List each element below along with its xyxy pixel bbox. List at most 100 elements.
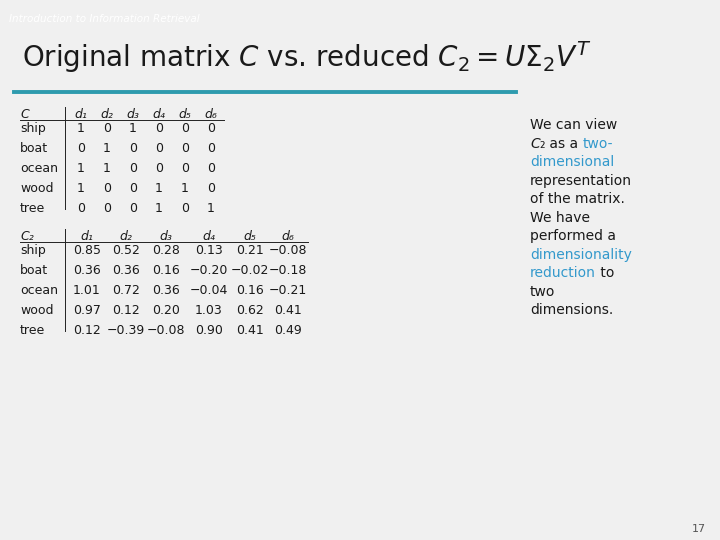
Text: 0: 0 [181, 162, 189, 175]
Text: 0.36: 0.36 [73, 264, 101, 277]
Text: 0.13: 0.13 [195, 244, 223, 257]
Text: 0: 0 [207, 142, 215, 155]
Text: d₃: d₃ [127, 108, 140, 121]
Text: 0.12: 0.12 [73, 324, 101, 337]
Text: Original matrix $\mathit{C}$ vs. reduced $\mathit{C}_2 = \mathit{U\Sigma}_2\math: Original matrix $\mathit{C}$ vs. reduced… [22, 39, 592, 75]
Text: 0: 0 [129, 142, 137, 155]
Text: two: two [530, 285, 555, 299]
Text: d₂: d₂ [101, 108, 114, 121]
Text: 0.72: 0.72 [112, 284, 140, 297]
Text: We can view: We can view [530, 118, 617, 132]
Text: ocean: ocean [20, 162, 58, 175]
Text: 0: 0 [129, 202, 137, 215]
Text: dimensionality: dimensionality [530, 247, 632, 261]
Text: −0.08: −0.08 [269, 244, 307, 257]
Text: 0: 0 [155, 162, 163, 175]
Text: 0: 0 [181, 122, 189, 135]
Text: ship: ship [20, 122, 46, 135]
Text: tree: tree [20, 324, 45, 337]
Text: 0: 0 [103, 202, 111, 215]
Text: −0.04: −0.04 [190, 284, 228, 297]
Text: 0: 0 [155, 122, 163, 135]
Text: d₅: d₅ [179, 108, 192, 121]
Text: 1: 1 [181, 182, 189, 195]
Text: −0.20: −0.20 [190, 264, 228, 277]
Text: 0.97: 0.97 [73, 304, 101, 317]
Text: 1: 1 [129, 122, 137, 135]
Text: d₆: d₆ [282, 230, 294, 243]
Text: 0: 0 [181, 142, 189, 155]
Text: 0.36: 0.36 [112, 264, 140, 277]
Text: d₆: d₆ [204, 108, 217, 121]
Text: two-: two- [582, 137, 613, 151]
Text: 0: 0 [129, 162, 137, 175]
Text: 0: 0 [181, 202, 189, 215]
Text: 0.28: 0.28 [152, 244, 180, 257]
Text: 17: 17 [692, 524, 706, 534]
Text: wood: wood [20, 182, 53, 195]
Text: 0: 0 [207, 122, 215, 135]
Text: ship: ship [20, 244, 46, 257]
Text: 0.36: 0.36 [152, 284, 180, 297]
Text: We have: We have [530, 211, 590, 225]
Text: d₁: d₁ [75, 108, 87, 121]
Text: 0: 0 [129, 182, 137, 195]
Text: d₂: d₂ [120, 230, 132, 243]
Text: 0: 0 [155, 142, 163, 155]
Text: 0.20: 0.20 [152, 304, 180, 317]
Text: wood: wood [20, 304, 53, 317]
Text: 0: 0 [77, 202, 85, 215]
Text: boat: boat [20, 264, 48, 277]
Text: 1: 1 [155, 202, 163, 215]
Text: to: to [596, 266, 614, 280]
Text: as a: as a [545, 137, 582, 151]
Text: 1: 1 [103, 162, 111, 175]
Text: C: C [20, 108, 29, 121]
Text: of the matrix.: of the matrix. [530, 192, 625, 206]
Text: dimensional: dimensional [530, 155, 614, 169]
Text: ₂: ₂ [540, 137, 545, 151]
Text: 0.41: 0.41 [236, 324, 264, 337]
Text: d₄: d₄ [153, 108, 166, 121]
Text: 0: 0 [103, 182, 111, 195]
Text: 0.49: 0.49 [274, 324, 302, 337]
Text: d₅: d₅ [243, 230, 256, 243]
Text: 0.12: 0.12 [112, 304, 140, 317]
Text: −0.39: −0.39 [107, 324, 145, 337]
Text: −0.18: −0.18 [269, 264, 307, 277]
Text: d₄: d₄ [202, 230, 215, 243]
Text: C: C [530, 137, 540, 151]
Text: 0.52: 0.52 [112, 244, 140, 257]
Text: 0.90: 0.90 [195, 324, 223, 337]
Text: 0.21: 0.21 [236, 244, 264, 257]
Text: 0.16: 0.16 [152, 264, 180, 277]
Text: reduction: reduction [530, 266, 596, 280]
Text: d₃: d₃ [160, 230, 172, 243]
Text: −0.21: −0.21 [269, 284, 307, 297]
Text: 1: 1 [77, 162, 85, 175]
Text: d₁: d₁ [81, 230, 94, 243]
Text: 0: 0 [77, 142, 85, 155]
Text: 1: 1 [103, 142, 111, 155]
Text: 0.85: 0.85 [73, 244, 101, 257]
Text: 0.62: 0.62 [236, 304, 264, 317]
Text: tree: tree [20, 202, 45, 215]
Text: performed a: performed a [530, 229, 616, 243]
Text: 1: 1 [77, 122, 85, 135]
Text: Introduction to Information Retrieval: Introduction to Information Retrieval [9, 14, 199, 24]
Text: ocean: ocean [20, 284, 58, 297]
Text: boat: boat [20, 142, 48, 155]
Text: 1: 1 [155, 182, 163, 195]
Text: 0: 0 [103, 122, 111, 135]
Text: 0: 0 [207, 162, 215, 175]
Text: 0.41: 0.41 [274, 304, 302, 317]
Text: 1.01: 1.01 [73, 284, 101, 297]
Text: 0: 0 [207, 182, 215, 195]
Text: 1.03: 1.03 [195, 304, 223, 317]
Text: 1: 1 [207, 202, 215, 215]
Text: −0.08: −0.08 [147, 324, 185, 337]
Text: C₂: C₂ [20, 230, 34, 243]
Text: 1: 1 [77, 182, 85, 195]
Text: 0.16: 0.16 [236, 284, 264, 297]
Text: representation: representation [530, 173, 632, 187]
